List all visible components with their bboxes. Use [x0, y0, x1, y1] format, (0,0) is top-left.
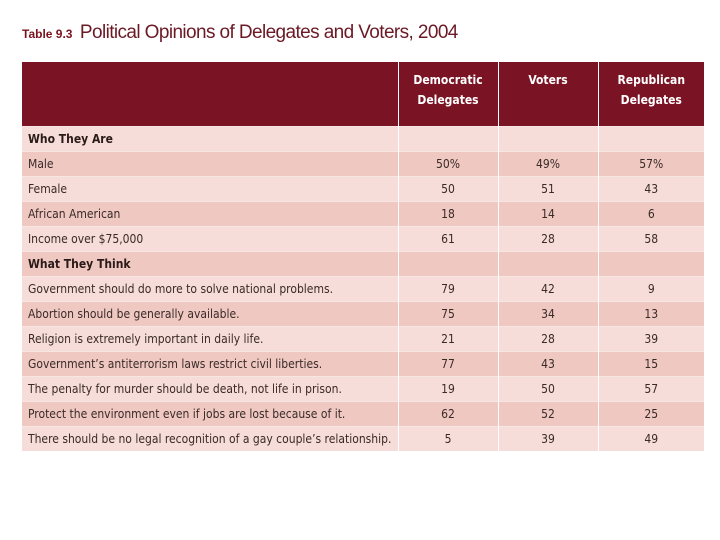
- row-label: Abortion should be generally available.: [22, 301, 398, 327]
- row-label: Female: [22, 176, 398, 202]
- table-row: Female 50 51 43: [22, 176, 704, 202]
- section-row-who-they-are: Who They Are: [22, 126, 704, 152]
- row-label: The penalty for murder should be death, …: [22, 376, 398, 402]
- row-label: Male: [22, 151, 398, 177]
- section-heading: What They Think: [22, 251, 398, 277]
- table-row: Abortion should be generally available. …: [22, 301, 704, 327]
- republican-value: 57: [597, 376, 704, 402]
- row-label: Religion is extremely important in daily…: [22, 326, 398, 352]
- opinions-table: Democratic Delegates Voters Republican D…: [22, 62, 704, 451]
- voters-value: 50: [497, 376, 598, 402]
- voters-value: 42: [497, 276, 598, 302]
- row-label: Government should do more to solve natio…: [22, 276, 398, 302]
- democratic-value: 18: [397, 201, 498, 227]
- republican-value: 49: [597, 426, 704, 451]
- section-row-what-they-think: What They Think: [22, 251, 704, 277]
- republican-value: 39: [597, 326, 704, 352]
- democratic-value: 62: [397, 401, 498, 427]
- republican-value: 43: [597, 176, 704, 202]
- democratic-value: 21: [397, 326, 498, 352]
- democratic-value: 75: [397, 301, 498, 327]
- voters-value: 52: [497, 401, 598, 427]
- section-heading: Who They Are: [22, 126, 398, 152]
- voters-value: 34: [497, 301, 598, 327]
- table-row: Government should do more to solve natio…: [22, 276, 704, 302]
- row-label: Protect the environment even if jobs are…: [22, 401, 398, 427]
- header-blank: [22, 62, 398, 127]
- democratic-value: 61: [397, 226, 498, 252]
- voters-value: 39: [497, 426, 598, 451]
- row-label: African American: [22, 201, 398, 227]
- voters-value: 49%: [497, 151, 598, 177]
- democratic-value: 19: [397, 376, 498, 402]
- voters-value: 43: [497, 351, 598, 377]
- republican-value: 6: [597, 201, 704, 227]
- democratic-value: 79: [397, 276, 498, 302]
- table-number: Table 9.3: [22, 27, 73, 41]
- democratic-value: 50: [397, 176, 498, 202]
- table-row: There should be no legal recognition of …: [22, 426, 704, 451]
- row-label: There should be no legal recognition of …: [22, 426, 398, 451]
- table-row: Male 50% 49% 57%: [22, 151, 704, 177]
- table-row: Religion is extremely important in daily…: [22, 326, 704, 352]
- voters-value: 28: [497, 226, 598, 252]
- voters-value: 14: [497, 201, 598, 227]
- header-voters: Voters: [497, 62, 598, 127]
- header-row: Democratic Delegates Voters Republican D…: [22, 62, 704, 127]
- table-row: Protect the environment even if jobs are…: [22, 401, 704, 427]
- table-title: Table 9.3 Political Opinions of Delegate…: [22, 22, 458, 44]
- table-row: Income over $75,000 61 28 58: [22, 226, 704, 252]
- table-row: African American 18 14 6: [22, 201, 704, 227]
- republican-value: 9: [597, 276, 704, 302]
- row-label: Income over $75,000: [22, 226, 398, 252]
- table-row: The penalty for murder should be death, …: [22, 376, 704, 402]
- republican-value: 57%: [597, 151, 704, 177]
- voters-value: 51: [497, 176, 598, 202]
- header-democratic-delegates: Democratic Delegates: [397, 62, 498, 127]
- republican-value: 58: [597, 226, 704, 252]
- voters-value: 28: [497, 326, 598, 352]
- table-caption: Political Opinions of Delegates and Vote…: [79, 22, 458, 43]
- republican-value: 15: [597, 351, 704, 377]
- row-label: Government’s antiterrorism laws restrict…: [22, 351, 398, 377]
- democratic-value: 5: [397, 426, 498, 451]
- democratic-value: 77: [397, 351, 498, 377]
- table-row: Government’s antiterrorism laws restrict…: [22, 351, 704, 377]
- republican-value: 25: [597, 401, 704, 427]
- democratic-value: 50%: [397, 151, 498, 177]
- republican-value: 13: [597, 301, 704, 327]
- header-republican-delegates: Republican Delegates: [597, 62, 704, 127]
